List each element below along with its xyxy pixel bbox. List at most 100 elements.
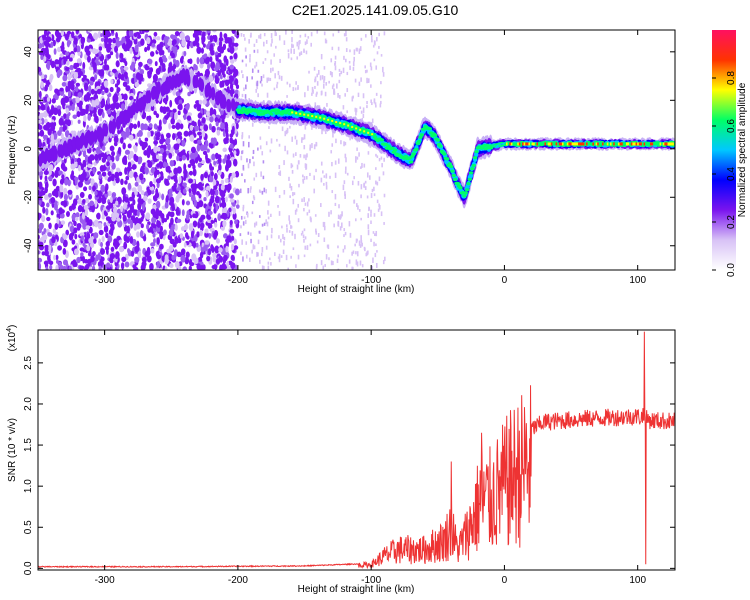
spectrogram-cell [200,47,204,54]
spectrogram-cell [255,172,258,178]
spectrogram-cell [118,246,124,253]
spectrogram-cell [314,76,317,82]
spectrogram-cell [225,245,229,253]
spectrogram-cell [75,30,80,35]
spectrogram-cell [153,31,158,37]
spectrogram-cell [156,237,160,245]
spectrogram-cell [304,202,307,206]
spectrogram-cell [169,172,174,177]
spectrogram-cell [244,47,247,52]
spectrogram-cell [103,225,109,233]
spectrogram-cell [314,214,317,217]
spectrogram-cell [203,124,209,132]
spectrogram-cell [263,265,265,270]
spectrogram-cell [176,131,183,137]
spectrogram-cell [134,190,138,196]
spectrogram-cell [224,127,229,135]
spectrogram-cell [293,192,296,196]
spectrogram-cell [265,40,268,44]
spectrogram-cell [278,165,281,170]
spectrogram-cell [188,188,192,193]
spectrogram-cell [338,73,341,77]
spectrogram-cell [244,179,246,183]
spectrogram-cell [199,57,205,65]
spectrogram-cell [226,99,232,113]
spectrogram-cell [252,244,255,250]
spectrogram-cell [316,263,318,268]
spectrogram-cell [42,34,46,40]
spectrogram-cell [256,251,258,257]
spectrogram-cell [94,190,98,196]
spectrogram-cell [214,245,220,254]
spectrogram-cell [366,195,369,199]
spectrogram-cell [93,112,97,118]
spectrogram-cell [278,143,281,147]
spectrogram-cell [243,33,245,38]
spectrogram-cell [149,51,155,57]
spectrogram-cell [118,171,123,176]
spectrogram-cell [39,36,44,44]
spectrogram-cell [62,200,68,208]
spectrogram-cell [255,61,258,67]
spectrogram-cell [324,38,327,44]
spectrogram-cell [222,96,227,110]
spectrogram-cell [40,117,45,125]
spectrogram-cell [375,92,378,96]
spectrogram-cell [189,152,194,161]
spectrogram-cell [52,132,58,140]
spectrogram-cell [153,177,157,184]
spectrogram-cell [374,252,377,258]
spectrogram-cell [94,98,100,106]
spectrogram-cell [157,146,161,152]
spectrogram-cell [284,131,287,137]
spectrogram-cell [366,172,369,178]
spectrogram-cell [214,195,220,204]
spectrogram-cell [67,179,71,187]
spectrogram-cell [239,188,242,194]
spectrogram-cell [303,197,305,202]
spectrogram-cell [360,110,363,114]
spectrogram-cell [53,254,57,261]
spectrogram-cell [124,149,130,155]
spectrogram-cell [346,264,348,268]
spectrogram-cell [271,38,273,44]
spectrogram-cell [264,58,267,61]
spectrogram-cell [76,222,82,229]
spectrogram-cell [226,79,231,84]
spectrogram-cell [132,145,137,151]
spectrogram-cell [382,171,385,176]
spectrogram-cell [38,42,43,49]
spectrogram-cell [363,163,366,168]
spectrogram-cell [204,231,209,238]
spectrogram-cell [293,48,295,54]
spectrogram-cell [62,233,66,238]
spectrogram-cell [337,254,339,258]
spectrogram-cell [270,59,272,65]
spectrogram-cell [130,250,135,257]
spectrogram-cell [96,80,101,88]
spectrogram-cell [125,85,131,92]
spectrogram-cell [74,157,78,163]
spectrogram-cell [104,103,108,111]
spectrogram-cell [141,261,147,267]
spectrogram-cell [326,102,328,107]
spectrogram-cell [305,176,308,180]
spectrogram-cell [232,72,237,78]
spectrogram-cell [93,232,99,239]
spectrogram-cell [126,232,130,237]
spectrogram-cell [190,230,195,239]
spectrogram-cell [283,236,286,241]
spectrogram-cell [245,254,248,259]
spectrogram-cell [55,264,59,270]
spectrogram-cell [189,124,194,131]
spectrogram-cell [87,156,93,164]
spectrogram-cell [200,159,205,165]
spectrogram-cell [121,256,127,263]
spectrogram-cell [209,35,214,43]
spectrogram-cell [168,122,172,130]
spectrogram-cell [359,106,362,109]
spectrogram-cell [160,138,166,143]
spectrogram-cell [183,168,188,176]
spectrogram-cell [373,58,376,62]
spectrogram-cell [298,160,300,165]
